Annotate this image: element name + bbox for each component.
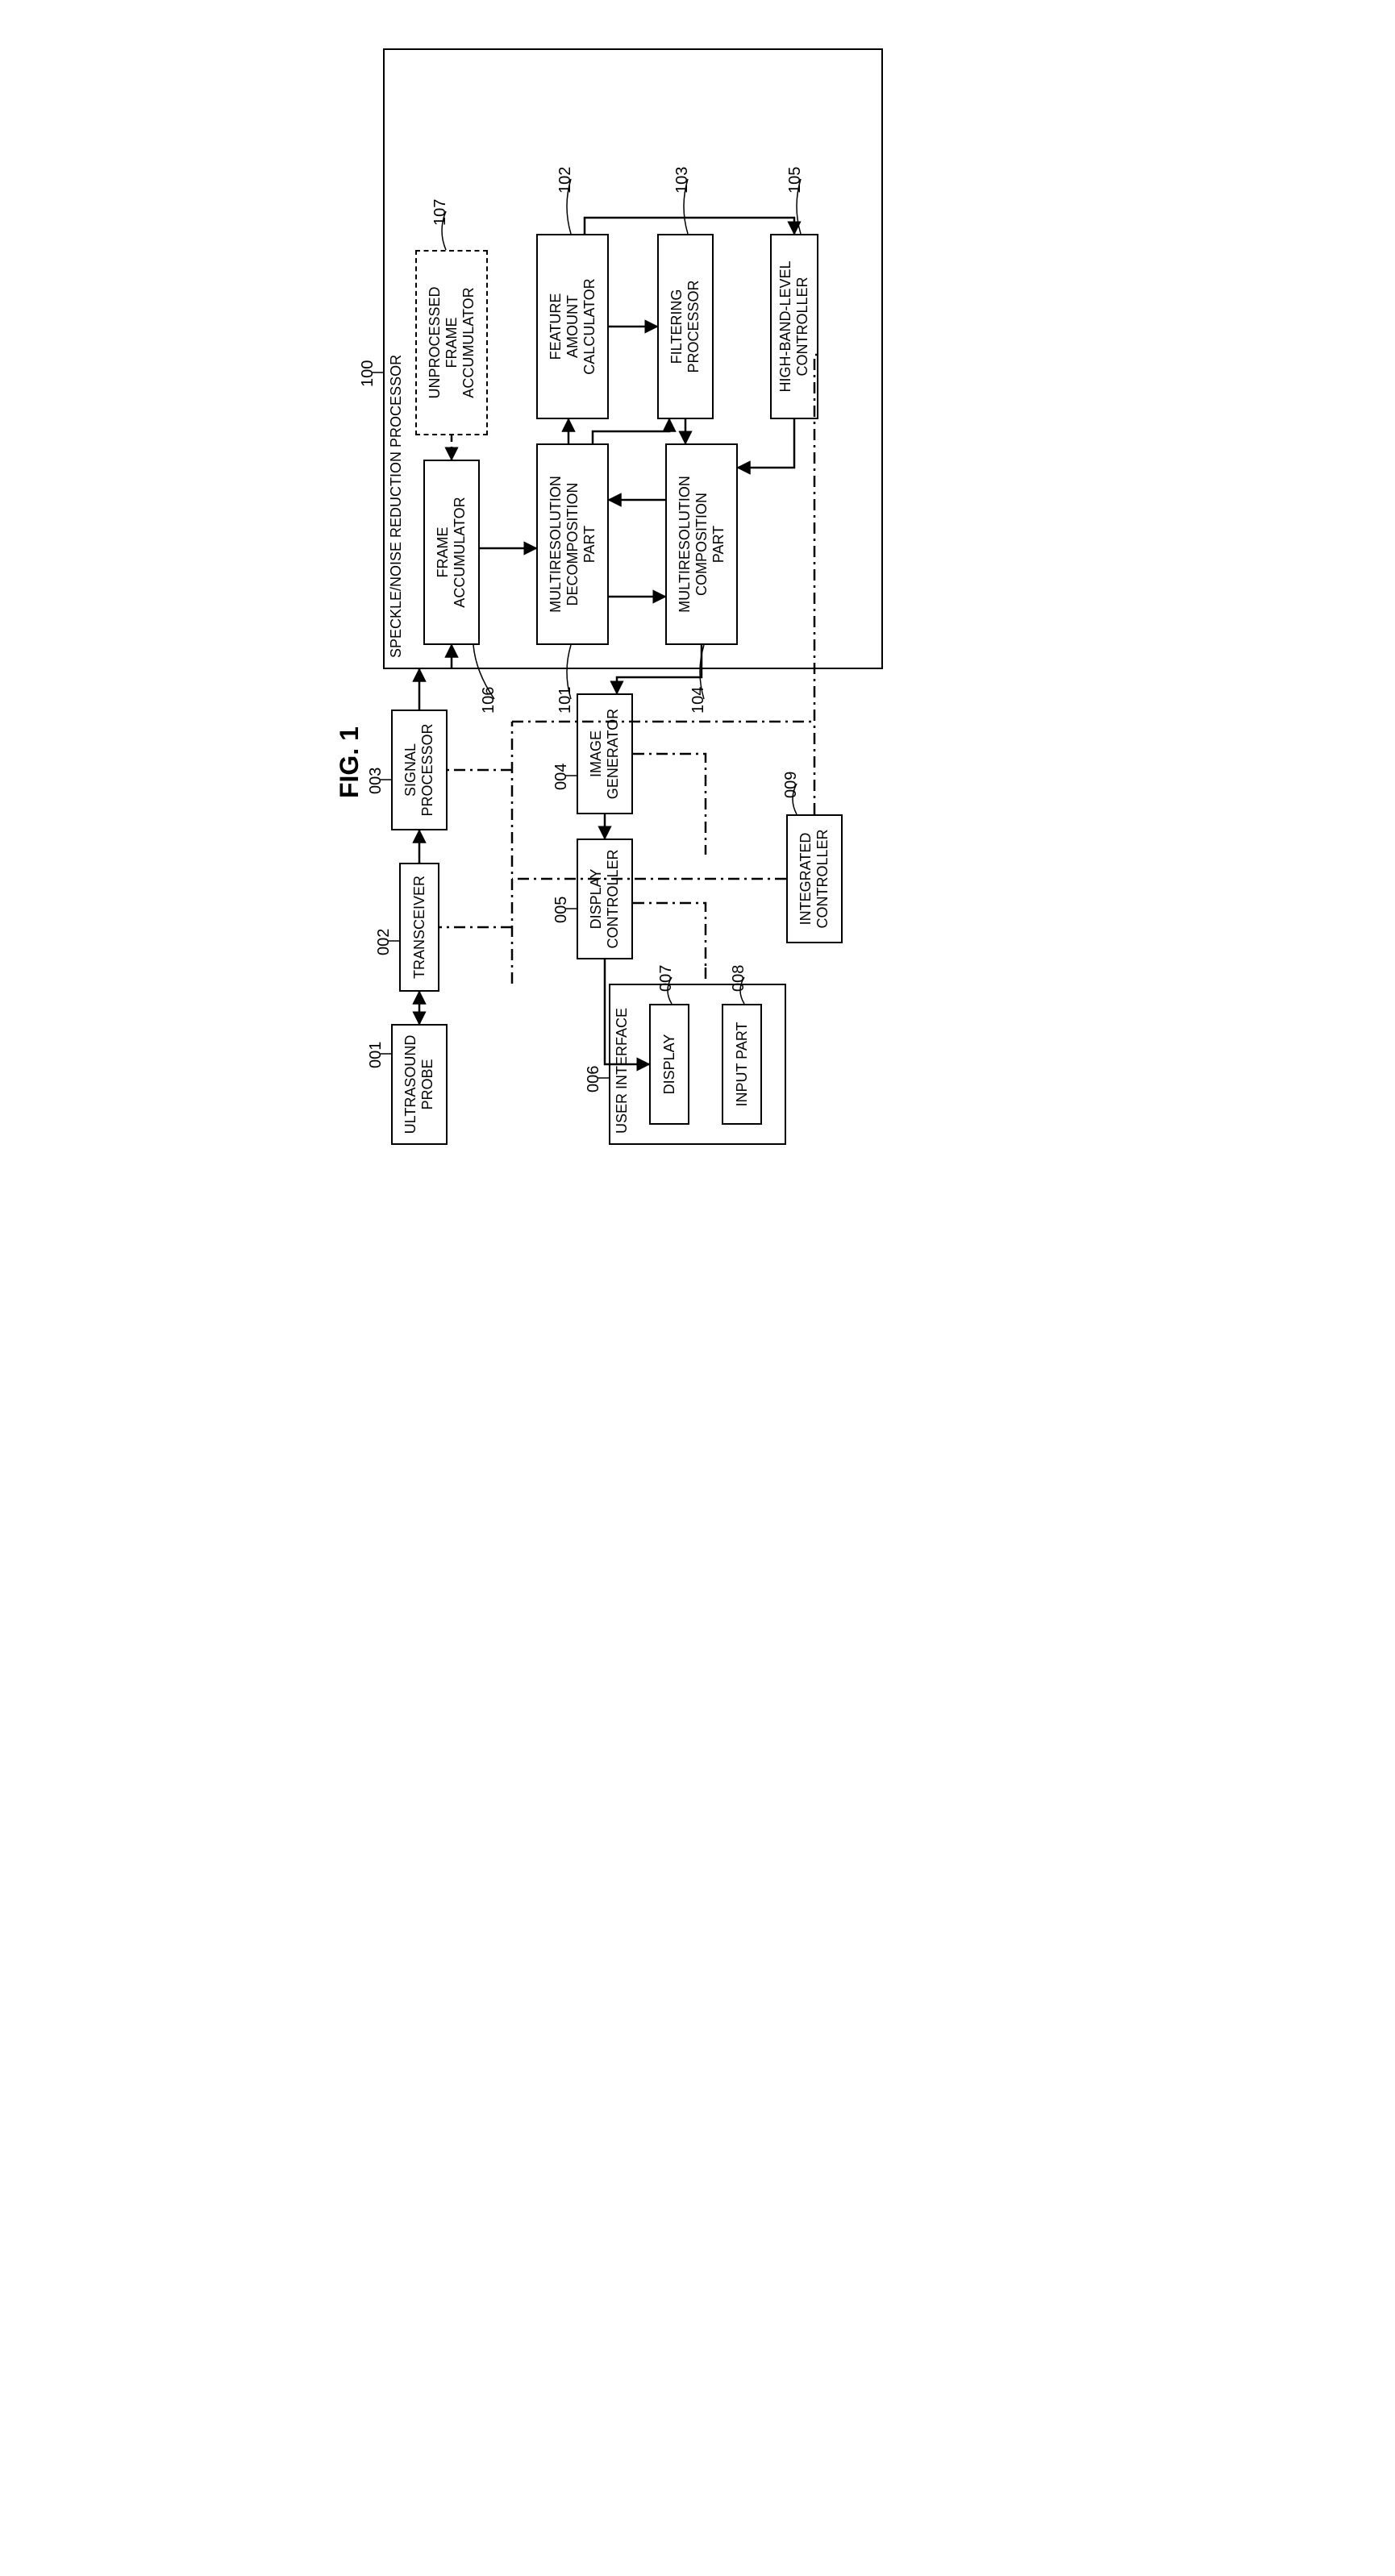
ref-001: 001 [367, 1042, 385, 1068]
display-controller-block: DISPLAYCONTROLLER [577, 839, 633, 959]
ref-106: 106 [480, 687, 498, 714]
ref-105: 105 [786, 167, 805, 194]
ref-100: 100 [359, 360, 377, 387]
ref-002: 002 [375, 929, 394, 955]
block-label: SIGNALPROCESSOR [402, 723, 436, 816]
block-label: ULTRASOUNDPROBE [402, 1035, 436, 1134]
ref-104: 104 [689, 687, 708, 714]
signal-processor-block: SIGNALPROCESSOR [391, 710, 448, 830]
high-band-level-controller-block: HIGH-BAND-LEVELCONTROLLER [770, 234, 818, 419]
unprocessed-frame-accumulator-block: UNPROCESSEDFRAMEACCUMULATOR [415, 250, 488, 435]
block-label: DISPLAYCONTROLLER [588, 849, 622, 948]
filtering-processor-block: FILTERINGPROCESSOR [657, 234, 714, 419]
ref-107: 107 [431, 199, 450, 226]
feature-amount-calculator-block: FEATUREAMOUNTCALCULATOR [536, 234, 609, 419]
block-label: UNPROCESSEDFRAMEACCUMULATOR [427, 286, 477, 398]
block-label: FILTERINGPROCESSOR [668, 280, 702, 372]
ref-103: 103 [673, 167, 692, 194]
container-label: USER INTERFACE [614, 1005, 631, 1137]
input-part-block: INPUT PART [722, 1004, 762, 1125]
multiresolution-decomposition-block: MULTIRESOLUTIONDECOMPOSITIONPART [536, 443, 609, 645]
ref-007: 007 [657, 965, 676, 992]
block-label: MULTIRESOLUTIONCOMPOSITIONPART [677, 476, 727, 613]
ref-102: 102 [556, 167, 575, 194]
figure-1: FIG. 1 ULTRASOUNDPROBE TRANSCEIVER SIGNA… [335, 32, 1060, 1161]
block-label: MULTIRESOLUTIONDECOMPOSITIONPART [548, 476, 598, 613]
image-generator-block: IMAGEGENERATOR [577, 693, 633, 814]
integrated-controller-block: INTEGRATEDCONTROLLER [786, 814, 843, 943]
block-label: FRAMEACCUMULATOR [435, 497, 468, 607]
block-label: IMAGEGENERATOR [588, 709, 622, 799]
ref-006: 006 [585, 1066, 603, 1092]
ref-004: 004 [552, 764, 571, 790]
frame-accumulator-block: FRAMEACCUMULATOR [423, 460, 480, 645]
display-block: DISPLAY [649, 1004, 689, 1125]
ref-005: 005 [552, 897, 571, 923]
transceiver-block: TRANSCEIVER [399, 863, 439, 992]
ref-003: 003 [367, 768, 385, 794]
block-label: FEATUREAMOUNTCALCULATOR [548, 278, 598, 374]
ref-009: 009 [782, 772, 801, 798]
ref-008: 008 [730, 965, 748, 992]
block-label: HIGH-BAND-LEVELCONTROLLER [777, 260, 811, 392]
ref-101: 101 [556, 687, 575, 714]
block-label: DISPLAY [661, 1034, 678, 1095]
block-label: INPUT PART [734, 1022, 751, 1106]
block-label: TRANSCEIVER [411, 876, 428, 979]
block-label: INTEGRATEDCONTROLLER [797, 829, 831, 928]
multiresolution-composition-block: MULTIRESOLUTIONCOMPOSITIONPART [665, 443, 738, 645]
figure-title: FIG. 1 [335, 726, 364, 798]
ultrasound-probe-block: ULTRASOUNDPROBE [391, 1024, 448, 1145]
container-label: SPECKLE/NOISE REDUCTION PROCESSOR [388, 352, 405, 661]
